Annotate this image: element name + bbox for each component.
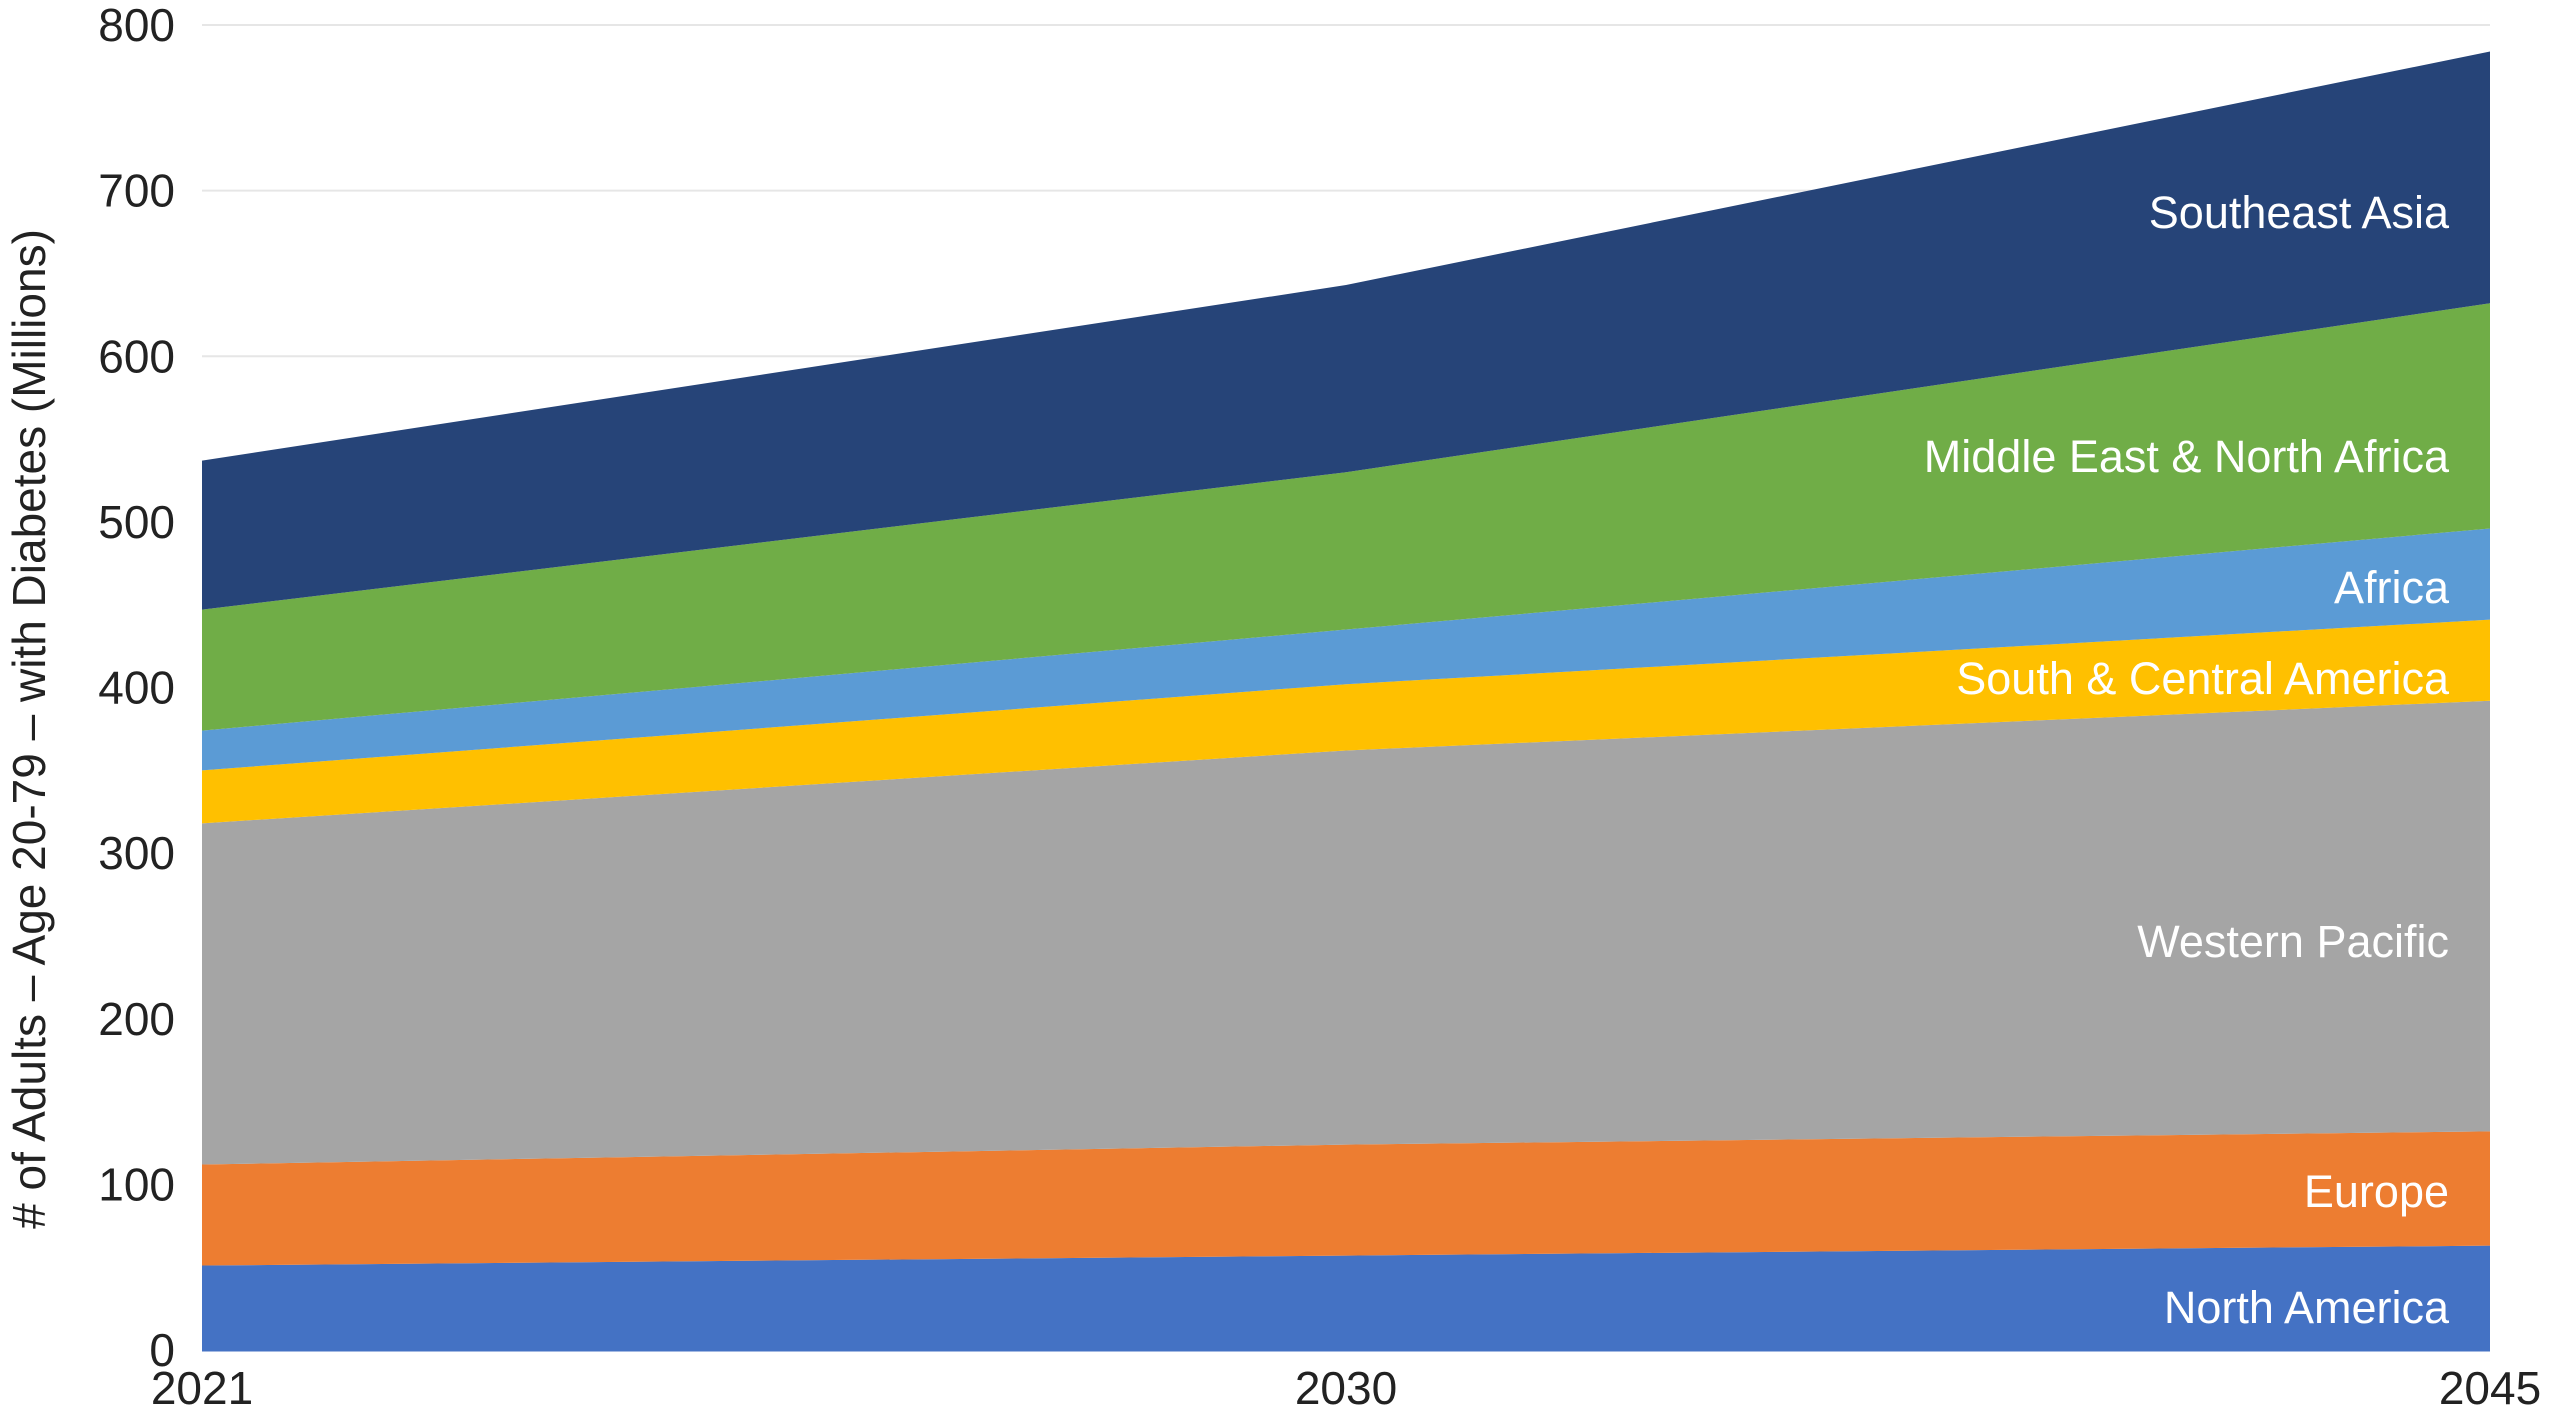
series-label: Europe <box>2304 1166 2449 1217</box>
series-label: North America <box>2164 1282 2450 1333</box>
area-north-america <box>202 1245 2490 1350</box>
series-label: Middle East & North Africa <box>1924 431 2450 482</box>
y-axis-label: # of Adults – Age 20-79 – with Diabetes … <box>3 229 55 1229</box>
area-southeast-asia <box>202 51 2490 610</box>
series-label: Western Pacific <box>2137 916 2449 967</box>
area-middle-east-north-africa <box>202 303 2490 731</box>
y-tick-label: 300 <box>98 827 175 879</box>
y-axis-ticks: 0 100 200 300 400 500 600 700 800 <box>98 0 175 1376</box>
y-tick-label: 600 <box>98 330 175 382</box>
area-africa <box>202 528 2490 771</box>
x-tick-label: 2030 <box>1295 1362 1397 1412</box>
series-label: Africa <box>2334 562 2450 613</box>
series-labels: North America Europe Western Pacific South … <box>1924 187 2450 1333</box>
area-south-central-america <box>202 619 2490 824</box>
y-tick-label: 400 <box>98 662 175 714</box>
x-axis-ticks: 2021 2030 2045 <box>151 1362 2541 1412</box>
y-tick-label: 100 <box>98 1158 175 1210</box>
y-tick-label: 0 <box>149 1324 175 1376</box>
y-tick-label: 700 <box>98 165 175 217</box>
series-label: South & Central America <box>1956 653 2450 704</box>
y-tick-label: 200 <box>98 993 175 1045</box>
x-tick-label: 2021 <box>151 1362 253 1412</box>
y-tick-label: 800 <box>98 0 175 51</box>
series-areas <box>202 51 2490 1352</box>
area-europe <box>202 1131 2490 1266</box>
series-label: Southeast Asia <box>2149 187 2450 238</box>
x-tick-label: 2045 <box>2439 1362 2541 1412</box>
area-western-pacific <box>202 700 2490 1165</box>
y-tick-label: 500 <box>98 496 175 548</box>
